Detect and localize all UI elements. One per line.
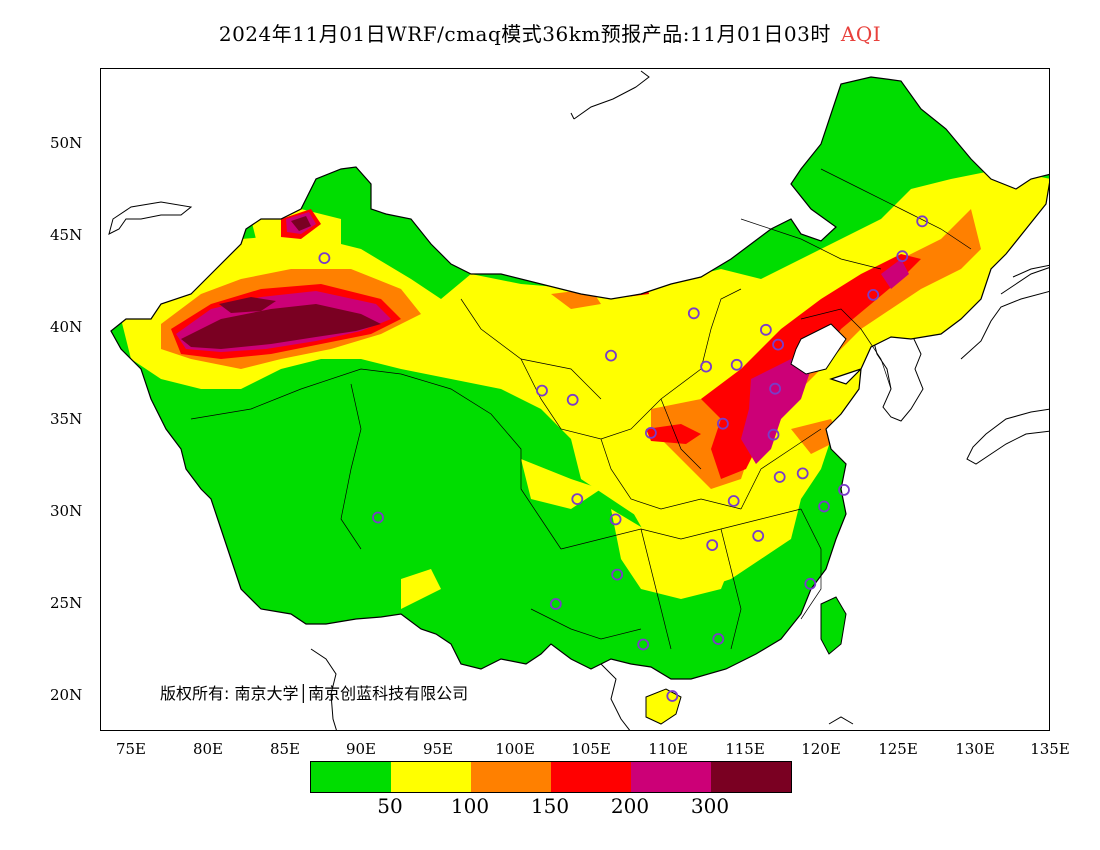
station-marker [687,307,700,320]
lon-label-130: 130E [955,740,995,758]
station-marker [706,539,719,552]
philippines-coast [828,716,854,725]
bohai-sea [790,323,847,375]
station-marker [838,483,850,496]
lon-label-75: 75E [115,740,147,758]
neighbor-coastlines [108,70,1049,730]
lat-label-25: 25N [50,594,83,612]
station-marker [549,598,562,610]
station-marker [767,428,780,441]
lat-label-30: 30N [50,502,83,520]
station-marker [609,513,622,526]
station-marker [727,495,740,507]
station-marker [772,338,784,351]
japan-outline [960,264,1049,465]
station-marker [804,577,817,590]
colorbar-swatch [391,762,471,792]
lon-label-135: 135E [1030,740,1070,758]
lat-label-20: 20N [50,686,83,704]
station-marker [769,382,781,395]
station-marker [916,215,929,228]
colorbar-label-100: 100 [450,794,490,818]
aqi-map [108,70,1049,730]
lon-label-95: 95E [422,740,454,758]
station-marker [818,500,830,513]
station-marker [796,467,809,480]
colorbar-swatch [631,762,711,792]
station-marker [536,384,548,397]
map-frame [100,68,1050,731]
balkhash-lake-outline [108,201,193,235]
variable-label: AQI [840,22,882,46]
colorbar-swatch [471,762,551,792]
station-marker [318,252,331,265]
station-marker [896,250,909,263]
lon-label-100: 100E [495,740,535,758]
lat-label-35: 35N [50,410,83,428]
colorbar-swatch [551,762,631,792]
lon-label-110: 110E [648,740,688,758]
station-marker [637,638,650,651]
lat-label-45: 45N [50,226,83,244]
lon-label-80: 80E [192,740,224,758]
colorbar-swatch [311,762,391,792]
station-marker [712,633,725,645]
russia-far-east-coast [1000,267,1049,295]
islands [645,596,847,725]
colorbar-swatch [711,762,791,792]
vietnam-coast [600,663,631,730]
lat-label-40: 40N [50,318,83,336]
aqi-colorbar [310,761,792,793]
lat-label-50: 50N [50,134,83,152]
aqi-field [111,77,1049,679]
station-marker [717,417,729,430]
lon-label-105: 105E [571,740,611,758]
colorbar-label-50: 50 [377,794,403,818]
lon-label-115: 115E [725,740,765,758]
lon-label-120: 120E [801,740,841,758]
station-markers [318,215,929,702]
station-marker [666,690,679,702]
hainan-island [645,688,682,725]
lon-label-125: 125E [878,740,918,758]
lon-label-90: 90E [345,740,377,758]
china-outline [110,76,1049,680]
station-marker [867,288,880,301]
station-marker [372,511,384,524]
station-marker [752,529,765,542]
colorbar-label-200: 200 [610,794,650,818]
lake-baikal-outline [570,70,650,120]
station-marker [773,471,786,483]
taiwan-island [820,596,847,655]
lon-label-85: 85E [269,740,301,758]
colorbar-label-150: 150 [530,794,570,818]
station-marker [611,568,624,581]
station-marker [760,323,772,336]
station-marker [566,393,579,406]
korea-peninsula-outline [870,308,924,422]
station-marker [645,426,657,439]
station-marker [571,493,584,506]
indochina-coast [310,648,337,730]
station-marker [730,358,743,371]
colorbar-label-300: 300 [690,794,730,818]
copyright-notice: 版权所有: 南京大学│南京创蓝科技有限公司 [160,684,469,703]
map-title: 2024年11月01日WRF/cmaq模式36km预报产品:11月01日03时 A… [0,18,1100,47]
station-marker [605,349,617,362]
china-borders [110,76,1049,680]
province-borders [190,168,972,650]
station-marker [700,360,712,373]
title-text: 2024年11月01日WRF/cmaq模式36km预报产品:11月01日03时 [218,22,831,46]
